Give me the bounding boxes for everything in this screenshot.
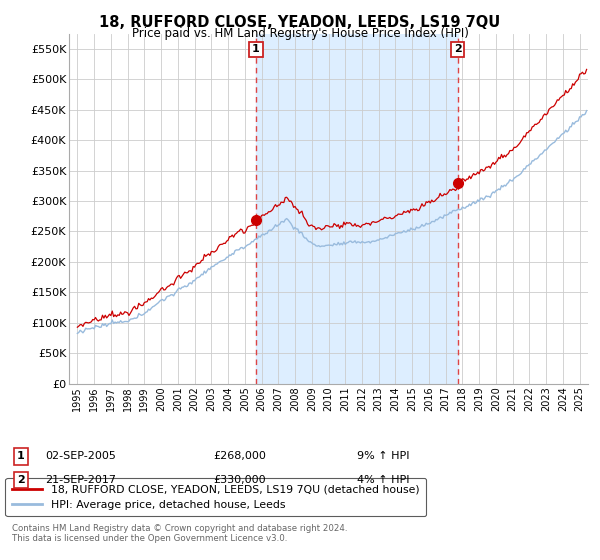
Text: £268,000: £268,000 <box>213 451 266 461</box>
Text: 1: 1 <box>252 44 260 54</box>
Text: This data is licensed under the Open Government Licence v3.0.: This data is licensed under the Open Gov… <box>12 534 287 543</box>
Text: 4% ↑ HPI: 4% ↑ HPI <box>357 475 409 485</box>
Bar <box>256 34 458 384</box>
Text: 21-SEP-2017: 21-SEP-2017 <box>45 475 116 485</box>
Text: 1: 1 <box>17 451 25 461</box>
Text: 18, RUFFORD CLOSE, YEADON, LEEDS, LS19 7QU: 18, RUFFORD CLOSE, YEADON, LEEDS, LS19 7… <box>100 15 500 30</box>
Text: 9% ↑ HPI: 9% ↑ HPI <box>357 451 409 461</box>
Text: 02-SEP-2005: 02-SEP-2005 <box>45 451 116 461</box>
Text: Price paid vs. HM Land Registry's House Price Index (HPI): Price paid vs. HM Land Registry's House … <box>131 27 469 40</box>
Text: Contains HM Land Registry data © Crown copyright and database right 2024.: Contains HM Land Registry data © Crown c… <box>12 524 347 533</box>
Text: 2: 2 <box>17 475 25 485</box>
Text: 2: 2 <box>454 44 461 54</box>
Legend: 18, RUFFORD CLOSE, YEADON, LEEDS, LS19 7QU (detached house), HPI: Average price,: 18, RUFFORD CLOSE, YEADON, LEEDS, LS19 7… <box>5 478 426 516</box>
Text: £330,000: £330,000 <box>213 475 266 485</box>
